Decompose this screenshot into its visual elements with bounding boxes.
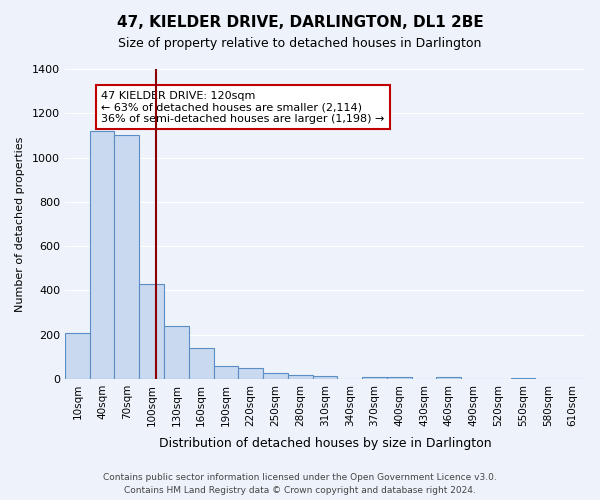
Y-axis label: Number of detached properties: Number of detached properties [15,136,25,312]
Bar [313,376,337,379]
Text: 47, KIELDER DRIVE, DARLINGTON, DL1 2BE: 47, KIELDER DRIVE, DARLINGTON, DL1 2BE [116,15,484,30]
Bar [387,378,412,379]
Bar [238,368,263,379]
Bar [263,374,288,379]
Bar [189,348,214,379]
Bar [139,284,164,379]
X-axis label: Distribution of detached houses by size in Darlington: Distribution of detached houses by size … [158,437,491,450]
Text: Size of property relative to detached houses in Darlington: Size of property relative to detached ho… [118,38,482,51]
Bar [288,374,313,379]
Bar [436,378,461,379]
Bar [89,131,115,379]
Bar [362,377,387,379]
Text: Contains public sector information licensed under the Open Government Licence v3: Contains public sector information licen… [103,474,497,482]
Bar [65,332,89,379]
Text: 47 KIELDER DRIVE: 120sqm
← 63% of detached houses are smaller (2,114)
36% of sem: 47 KIELDER DRIVE: 120sqm ← 63% of detach… [101,90,385,124]
Bar [115,136,139,379]
Bar [164,326,189,379]
Text: Contains HM Land Registry data © Crown copyright and database right 2024.: Contains HM Land Registry data © Crown c… [124,486,476,495]
Bar [511,378,535,379]
Bar [214,366,238,379]
